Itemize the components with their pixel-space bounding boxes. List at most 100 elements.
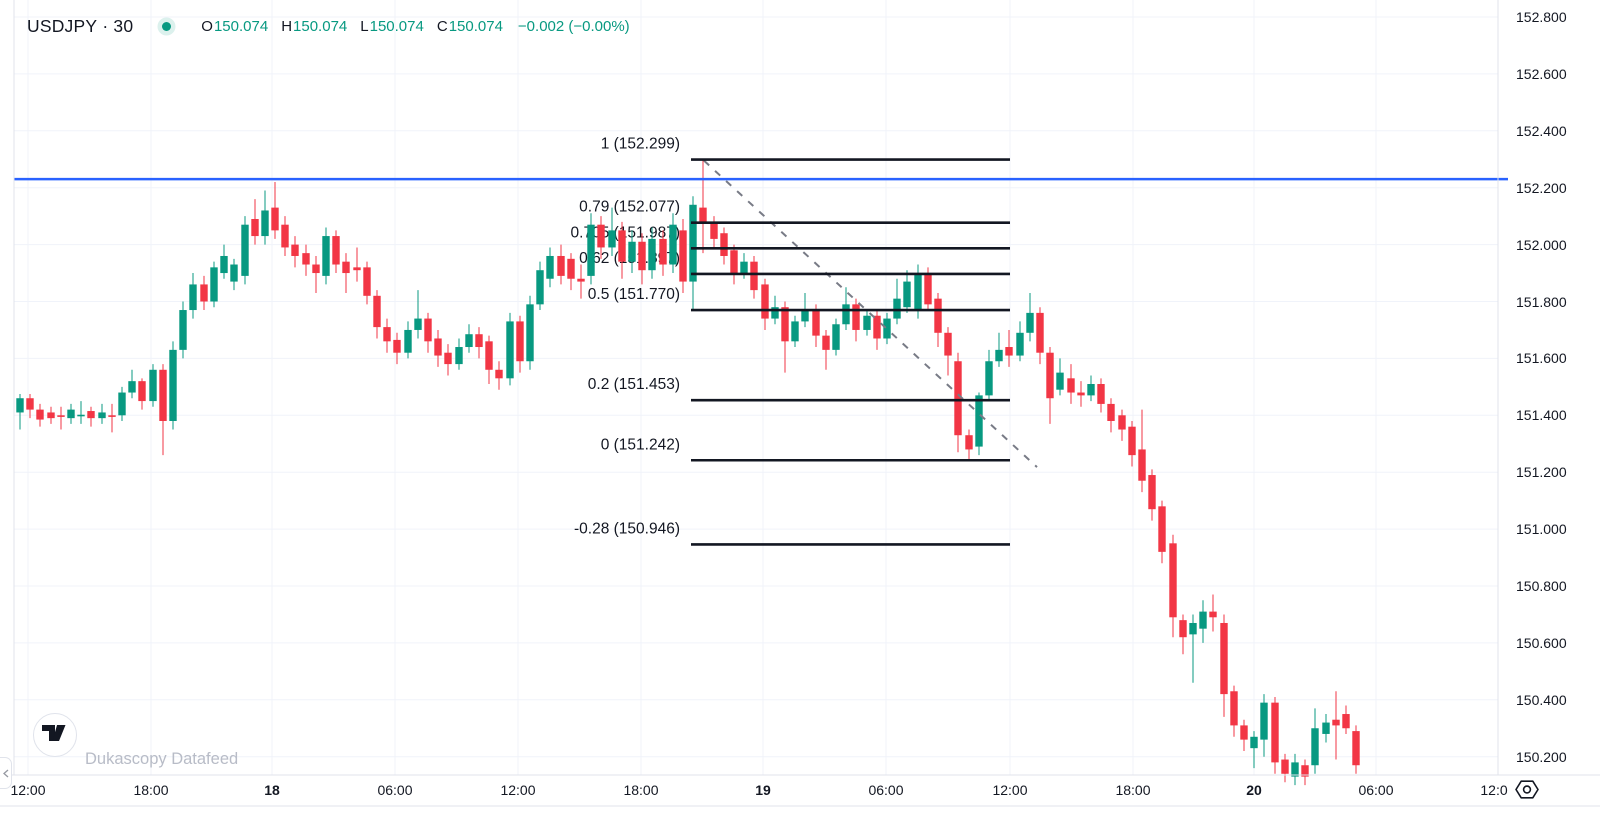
candle [975,392,983,456]
candle [1220,614,1228,717]
candle [903,270,911,313]
candle [1271,696,1279,774]
change-value: −0.002 (−0.00%) [517,17,630,35]
candle [414,290,422,339]
candle [567,253,575,291]
time-axis-label: 12:00 [10,782,46,798]
candle [77,401,85,424]
time-axis-label: 18:00 [623,782,659,798]
candle [506,312,514,386]
price-axis-label: 150.200 [1516,748,1567,765]
candle [699,159,707,254]
candle [1332,691,1340,760]
price-axis-label: 152.400 [1516,122,1567,139]
gear-icon [1515,780,1539,799]
candle [1026,292,1034,342]
axis-settings-button[interactable] [1515,779,1539,800]
price-axis-label: 151.200 [1516,464,1567,481]
candle [1352,725,1360,774]
chart-legend: USDJPY · 30 O 150.074 H 150.074 L 150.074 C… [27,13,630,39]
candle [251,199,259,245]
candle [108,403,116,433]
fib-retracement-lines[interactable] [691,158,1010,546]
tradingview-logo[interactable] [33,713,77,757]
candle [1322,714,1330,743]
candle [587,213,595,285]
candle [812,304,820,348]
time-axis-label: 06:00 [868,782,904,798]
chevron-left-icon [2,769,8,777]
price-axis-label: 151.000 [1516,521,1567,538]
candle [597,216,605,259]
candle [1067,364,1075,404]
candle [159,364,167,456]
symbol-name: USDJPY [27,15,98,36]
candle [659,230,667,276]
candle [1016,321,1024,362]
candle [832,318,840,356]
candle [1097,378,1105,413]
grid-horizontal [14,16,1498,758]
candle [791,315,799,348]
candle [577,264,585,299]
time-axis-label: 12:00 [500,782,536,798]
candle [689,196,697,311]
candle [822,329,830,370]
candle [883,312,891,345]
candle [536,261,544,311]
price-axis-label: 152.000 [1516,236,1567,253]
time-axis-label: 12:00 [992,782,1028,798]
candle [241,216,249,285]
symbol-title[interactable]: USDJPY · 30 [27,16,133,37]
time-axis-label: 06:00 [1358,782,1394,798]
candle [291,236,299,268]
candle [1046,347,1054,424]
candle [200,275,208,311]
candle [1260,694,1268,757]
candle [995,332,1003,367]
candle [934,292,942,348]
candle [495,361,503,390]
price-axis-label: 152.800 [1516,9,1567,25]
candle [730,244,738,285]
candle [261,190,269,245]
price-axis-label: 151.400 [1516,407,1567,424]
candle [353,247,361,282]
candle [1240,719,1248,752]
candle [281,216,289,256]
candle [444,344,452,376]
candle [1311,708,1319,774]
high-label: H [281,17,293,35]
open-value: 150.074 [213,17,269,35]
candle [761,278,769,330]
candle [179,301,187,359]
candle [220,244,228,279]
candle [485,335,493,385]
candle [1169,534,1177,638]
interval-value: 30 [113,15,134,36]
candle [628,230,636,274]
fib-labels: 1 (152.299)0.79 (152.077)0.705 (151.987)… [571,136,680,538]
candle [954,352,962,453]
fib-trendline[interactable] [703,159,1038,468]
price-axis-label: 150.400 [1516,691,1567,708]
candle [87,406,95,427]
candle [618,221,626,279]
close-label: C [436,17,448,35]
candle [1342,705,1350,734]
candle [1077,381,1085,407]
price-axis-label: 151.600 [1516,350,1567,367]
time-axis-label: 06:00 [377,782,413,798]
candle [1087,375,1095,402]
svg-text:0 (151.242): 0 (151.242) [601,436,680,453]
candle [312,255,320,293]
candle [67,403,75,424]
low-value: 150.074 [369,17,424,35]
candle [393,332,401,365]
collapse-pane-tab[interactable] [0,757,12,789]
candle [781,301,789,373]
svg-text:0.2 (151.453): 0.2 (151.453) [588,376,680,393]
candle [1281,753,1289,783]
